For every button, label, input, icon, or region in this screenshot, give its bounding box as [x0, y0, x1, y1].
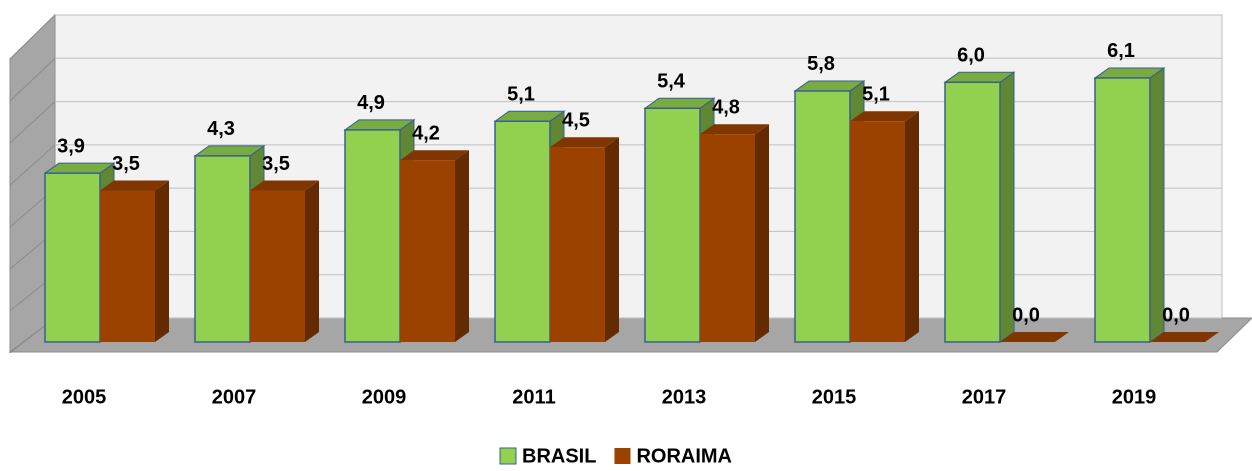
data-label: 4,8: [712, 97, 740, 119]
x-tick-label: 2015: [812, 386, 857, 408]
data-label: 4,2: [412, 122, 440, 144]
side-grid-line: [9, 14, 56, 60]
bar: [494, 120, 551, 343]
data-label: 5,1: [507, 84, 535, 106]
bar: [644, 107, 701, 343]
bar: [344, 129, 401, 343]
bar-top: [250, 180, 319, 191]
bar: [100, 190, 155, 342]
bar-side: [1149, 66, 1165, 343]
bar-top: [1150, 332, 1219, 342]
bar-top: [850, 111, 919, 122]
bar-side: [305, 180, 319, 342]
data-label: 0,0: [1012, 304, 1040, 326]
bar-top: [1000, 332, 1069, 342]
x-tick-label: 2007: [212, 386, 257, 408]
bar-side: [155, 180, 169, 342]
bar-top: [100, 180, 169, 191]
x-tick-label: 2017: [962, 386, 1007, 408]
data-label: 3,9: [57, 135, 85, 157]
x-tick-label: 2005: [62, 386, 107, 408]
bar-side: [755, 124, 769, 342]
legend-swatch: [499, 447, 517, 465]
side-grid-line: [9, 101, 56, 144]
bar: [400, 160, 455, 342]
data-label: 4,3: [207, 118, 235, 140]
bar: [944, 81, 1001, 343]
data-label: 5,1: [862, 84, 890, 106]
x-tick-label: 2013: [662, 386, 707, 408]
bar-top: [400, 150, 469, 161]
data-label: 0,0: [1162, 304, 1190, 326]
side-grid-line: [9, 144, 56, 186]
bar: [700, 134, 755, 342]
side-grid-line: [9, 57, 56, 102]
data-label: 4,5: [562, 109, 590, 131]
legend-label: RORAIMA: [636, 445, 732, 466]
data-label: 5,4: [657, 71, 686, 93]
x-tick-label: 2009: [362, 386, 407, 408]
bar-side: [605, 137, 619, 342]
legend-label: BRASIL: [522, 445, 596, 466]
bar: [194, 155, 251, 343]
data-label: 3,5: [112, 153, 140, 175]
bar: [850, 121, 905, 342]
bar-top: [700, 124, 769, 135]
bar-top: [550, 137, 619, 148]
bar-side: [455, 150, 469, 342]
bar-side: [905, 111, 919, 342]
data-label: 3,5: [262, 153, 290, 175]
data-label: 6,0: [957, 45, 985, 67]
x-tick-label: 2019: [1112, 386, 1157, 408]
x-tick-label: 2011: [512, 386, 555, 408]
bar: [794, 90, 851, 343]
bar: [550, 147, 605, 342]
bar: [1094, 77, 1151, 343]
data-label: 6,1: [1107, 40, 1135, 62]
bar: [250, 190, 305, 342]
data-label: 5,8: [807, 53, 835, 75]
bar-side: [999, 71, 1015, 343]
bar: [44, 172, 101, 343]
legend-swatch: [614, 448, 631, 464]
data-label: 4,9: [357, 92, 385, 114]
